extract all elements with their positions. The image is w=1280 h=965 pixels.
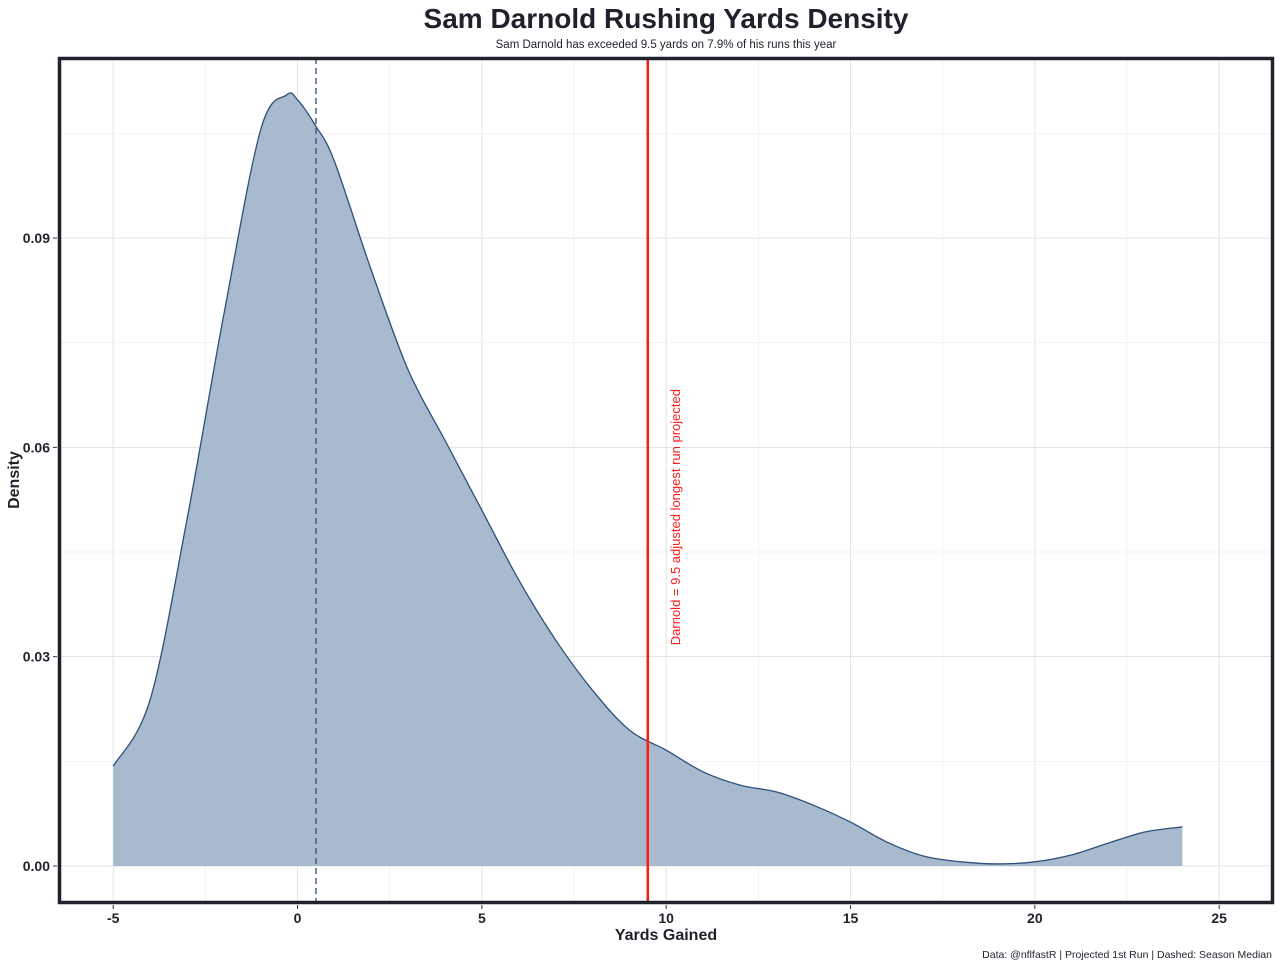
x-tick-label: 0 [294,910,302,926]
chart-title: Sam Darnold Rushing Yards Density [424,3,909,34]
y-tick-label: 0.06 [23,439,50,455]
projection-label: Darnold = 9.5 adjusted longest run proje… [668,389,683,645]
plot-marks: Darnold = 9.5 adjusted longest run proje… [112,58,1183,903]
y-tick-label: 0.09 [23,230,50,246]
x-tick-label: 20 [1027,910,1043,926]
chart-caption: Data: @nflfastR | Projected 1st Run | Da… [982,949,1272,961]
y-axis-label: Density [6,451,23,509]
panel-border [57,56,1275,905]
x-axis-label: Yards Gained [615,927,717,944]
x-axis: -5 0 5 10 15 20 25 [107,905,1227,926]
x-tick-label: 5 [478,910,486,926]
x-tick-label: -5 [107,910,120,926]
y-tick-label: 0.00 [23,858,50,874]
x-tick-label: 10 [658,910,674,926]
density-area [113,92,1183,867]
x-tick-label: 25 [1211,910,1227,926]
y-axis: 0.00 0.03 0.06 0.09 [23,230,57,874]
chart-subtitle: Sam Darnold has exceeded 9.5 yards on 7.… [496,39,837,51]
x-tick-label: 15 [843,910,859,926]
density-curve [112,92,1183,865]
y-tick-label: 0.03 [23,649,50,665]
